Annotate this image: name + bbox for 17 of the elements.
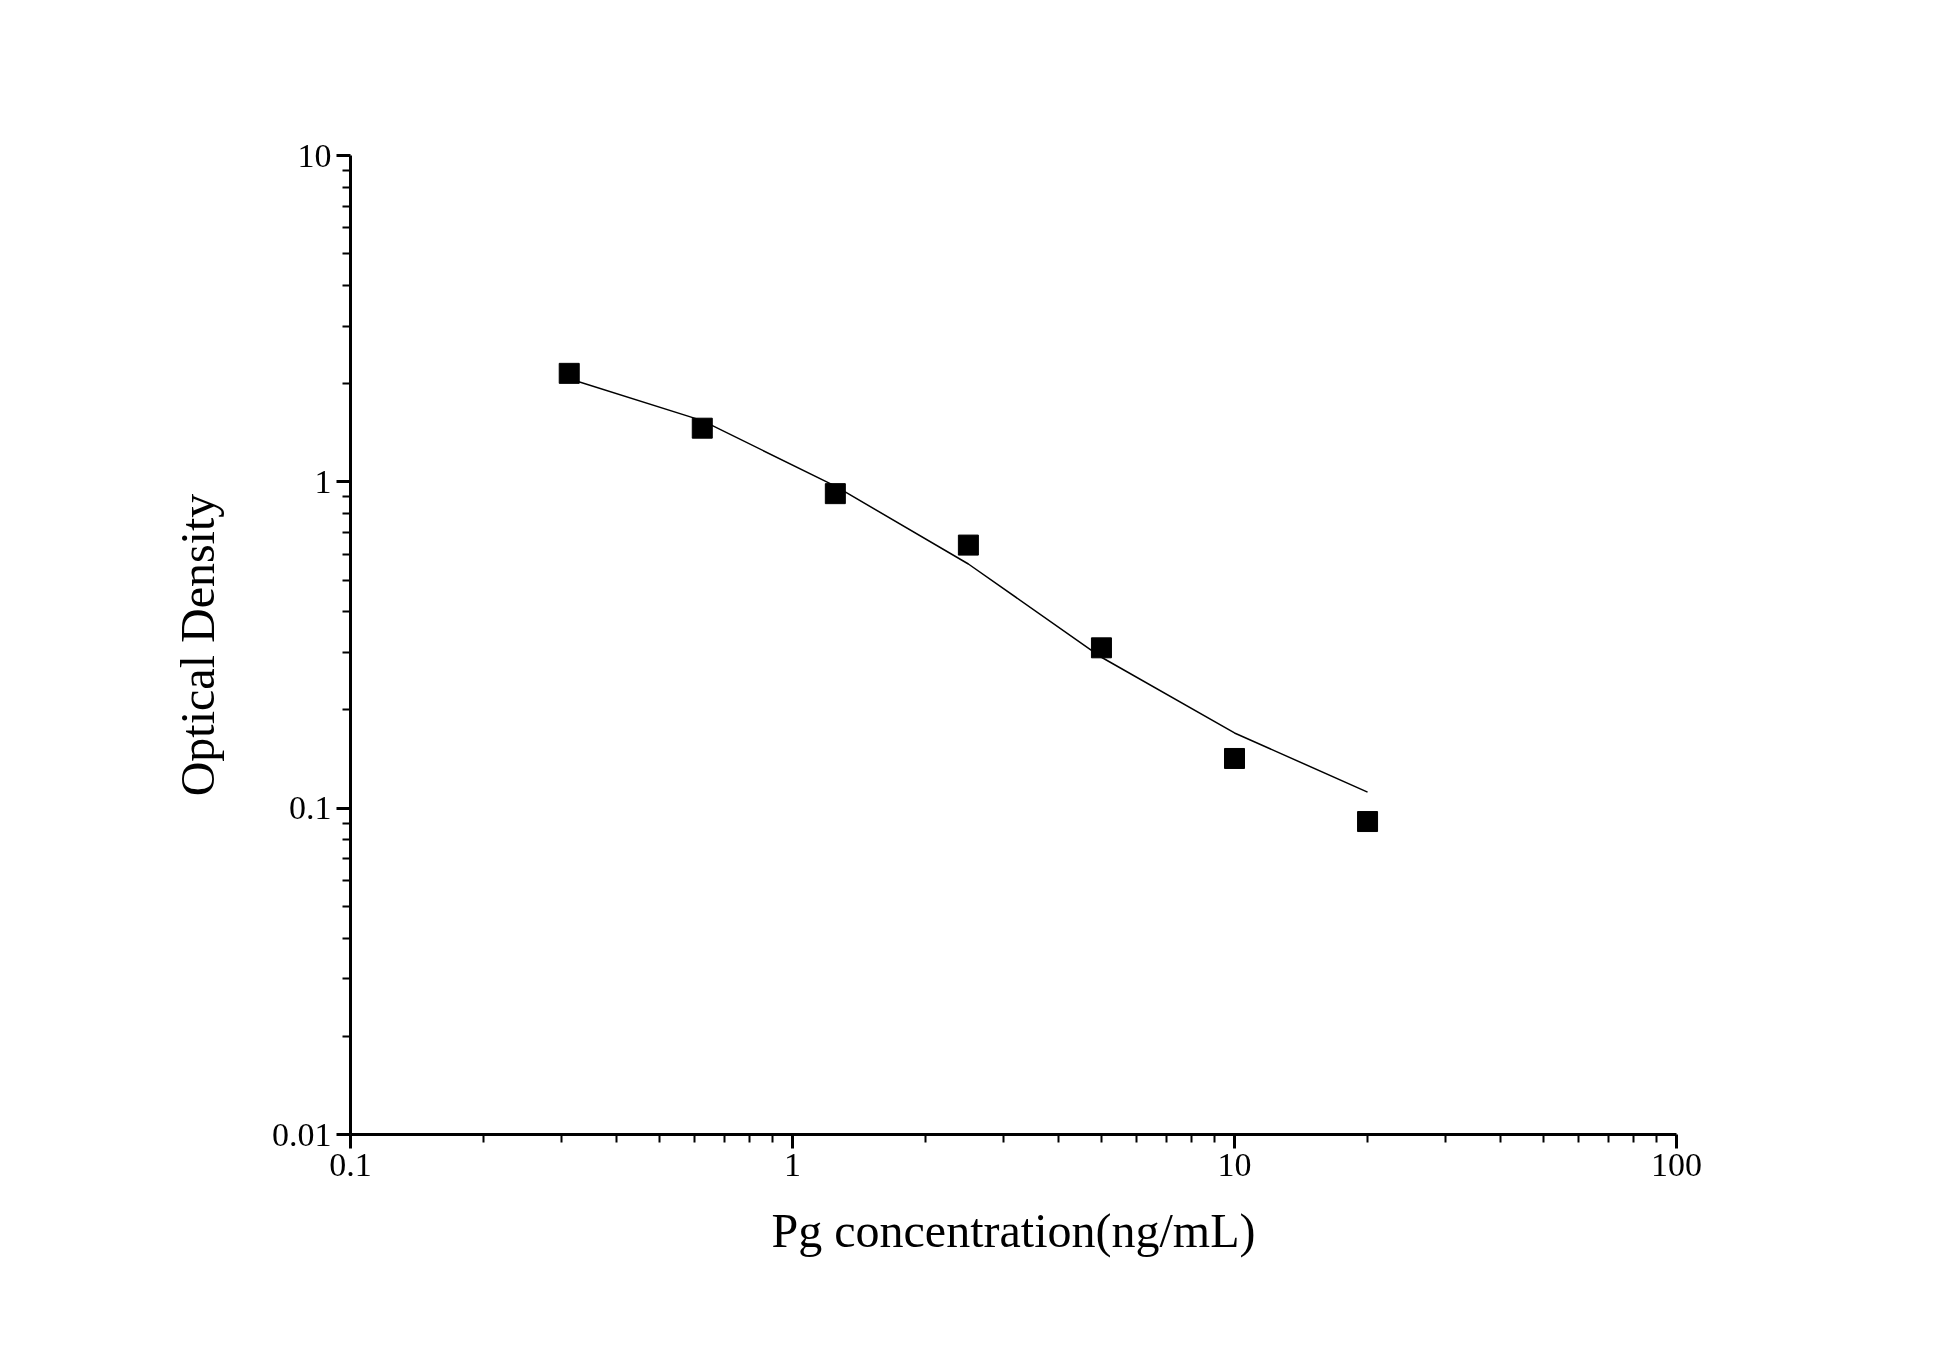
y-tick-label: 10: [297, 136, 332, 174]
x-tick-label: 100: [1651, 1145, 1702, 1183]
point: [824, 483, 846, 505]
point: [1224, 747, 1245, 769]
point: [1357, 811, 1379, 833]
point: [691, 417, 713, 439]
x-tick-label: 0.1: [329, 1145, 372, 1183]
point: [1090, 637, 1112, 659]
y-tick-label: 0.1: [289, 789, 332, 827]
point: [957, 534, 979, 556]
y-tick-label: 1: [314, 462, 332, 500]
x-tick-label: 10: [1217, 1145, 1252, 1183]
x-axis-title: Pg concentration(ng/mL): [771, 1203, 1256, 1258]
x-tick-label: 1: [784, 1145, 801, 1183]
y-axis-title: Optical Density: [171, 493, 224, 797]
point: [558, 362, 580, 384]
y-tick-label: 0.01: [272, 1115, 332, 1153]
